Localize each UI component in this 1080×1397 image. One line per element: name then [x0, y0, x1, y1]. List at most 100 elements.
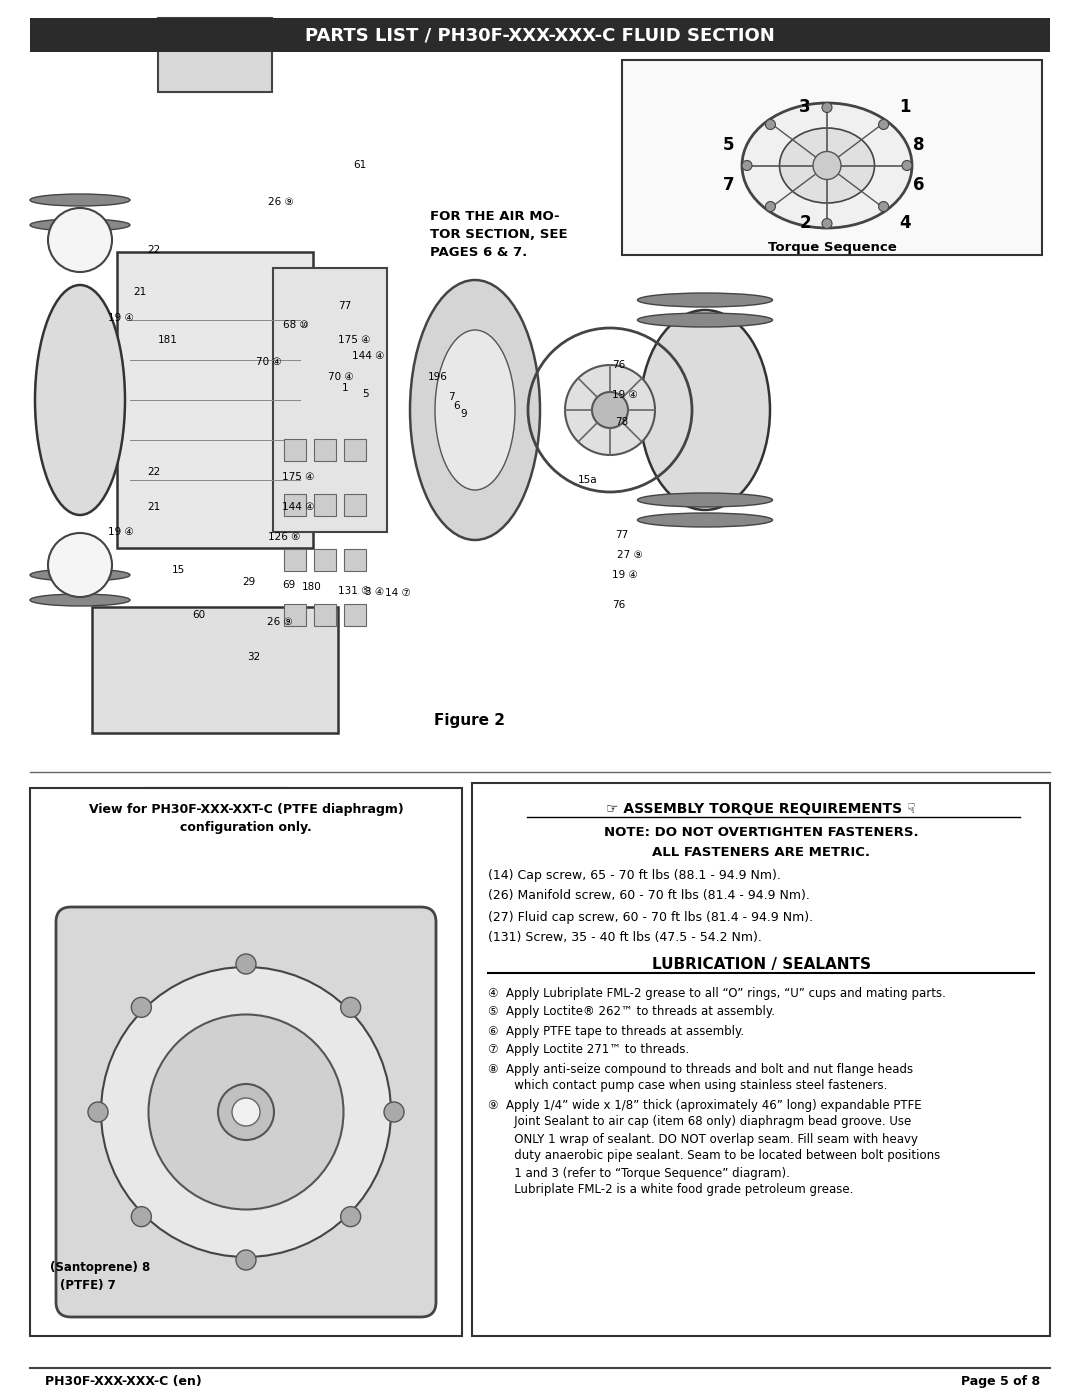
FancyBboxPatch shape	[117, 251, 313, 548]
FancyBboxPatch shape	[56, 907, 436, 1317]
Text: 131 ⑤: 131 ⑤	[338, 585, 370, 597]
Text: Figure 2: Figure 2	[434, 712, 505, 728]
Text: 181: 181	[158, 335, 178, 345]
Text: 8: 8	[914, 137, 924, 155]
Text: ⑥  Apply PTFE tape to threads at assembly.: ⑥ Apply PTFE tape to threads at assembly…	[488, 1024, 744, 1038]
Circle shape	[766, 201, 775, 211]
Text: 32: 32	[247, 652, 260, 662]
Circle shape	[742, 161, 752, 170]
FancyBboxPatch shape	[314, 439, 336, 461]
FancyBboxPatch shape	[143, 788, 287, 872]
Ellipse shape	[102, 967, 391, 1257]
Text: ⑦  Apply Loctite 271™ to threads.: ⑦ Apply Loctite 271™ to threads.	[488, 1044, 689, 1056]
Text: 27 ⑨: 27 ⑨	[617, 550, 643, 560]
Text: NOTE: DO NOT OVERTIGHTEN FASTENERS.: NOTE: DO NOT OVERTIGHTEN FASTENERS.	[604, 827, 918, 840]
FancyBboxPatch shape	[345, 549, 366, 571]
Text: 77: 77	[338, 300, 351, 312]
Text: which contact pump case when using stainless steel fasteners.: which contact pump case when using stain…	[488, 1080, 888, 1092]
FancyBboxPatch shape	[622, 60, 1042, 256]
Text: (26) Manifold screw, 60 - 70 ft lbs (81.4 - 94.9 Nm).: (26) Manifold screw, 60 - 70 ft lbs (81.…	[488, 890, 810, 902]
Ellipse shape	[742, 103, 912, 228]
Text: 19 ④: 19 ④	[108, 527, 134, 536]
Ellipse shape	[637, 513, 772, 527]
Text: ☞ ASSEMBLY TORQUE REQUIREMENTS ☟: ☞ ASSEMBLY TORQUE REQUIREMENTS ☟	[606, 802, 916, 816]
Ellipse shape	[30, 194, 130, 205]
Circle shape	[565, 365, 654, 455]
Text: Joint Sealant to air cap (item 68 only) diaphragm bead groove. Use: Joint Sealant to air cap (item 68 only) …	[488, 1115, 912, 1129]
Text: 144 ④: 144 ④	[352, 351, 384, 360]
Circle shape	[878, 120, 889, 130]
Text: 15: 15	[172, 564, 186, 576]
Circle shape	[132, 1207, 151, 1227]
Circle shape	[822, 218, 832, 229]
FancyBboxPatch shape	[314, 549, 336, 571]
Circle shape	[232, 1098, 260, 1126]
Text: 77: 77	[615, 529, 629, 541]
Text: 19 ④: 19 ④	[108, 313, 134, 323]
Ellipse shape	[149, 1014, 343, 1210]
Text: (131) Screw, 35 - 40 ft lbs (47.5 - 54.2 Nm).: (131) Screw, 35 - 40 ft lbs (47.5 - 54.2…	[488, 932, 761, 944]
Circle shape	[878, 201, 889, 211]
FancyBboxPatch shape	[273, 268, 387, 532]
FancyBboxPatch shape	[284, 495, 306, 515]
Text: PARTS LIST / PH30F-XXX-XXX-C FLUID SECTION: PARTS LIST / PH30F-XXX-XXX-C FLUID SECTI…	[306, 27, 774, 43]
Text: 76: 76	[612, 360, 625, 370]
Text: 14 ⑦: 14 ⑦	[384, 588, 410, 598]
Text: 7: 7	[448, 393, 455, 402]
Ellipse shape	[35, 285, 125, 515]
Text: 15a: 15a	[578, 475, 597, 485]
Text: 60: 60	[192, 610, 205, 620]
Circle shape	[340, 1207, 361, 1227]
Text: ⑤  Apply Loctite® 262™ to threads at assembly.: ⑤ Apply Loctite® 262™ to threads at asse…	[488, 1006, 775, 1018]
Text: FOR THE AIR MO-
TOR SECTION, SEE
PAGES 6 & 7.: FOR THE AIR MO- TOR SECTION, SEE PAGES 6…	[430, 210, 568, 258]
Ellipse shape	[780, 129, 875, 203]
Text: (Santoprene) 8: (Santoprene) 8	[50, 1261, 150, 1274]
Ellipse shape	[640, 310, 770, 510]
Text: Torque Sequence: Torque Sequence	[768, 240, 896, 253]
Text: duty anaerobic pipe sealant. Seam to be located between bolt positions: duty anaerobic pipe sealant. Seam to be …	[488, 1150, 941, 1162]
Text: View for PH30F-XXX-XXT-C (PTFE diaphragm)
configuration only.: View for PH30F-XXX-XXT-C (PTFE diaphragm…	[89, 802, 403, 834]
Circle shape	[384, 1102, 404, 1122]
Circle shape	[87, 1102, 108, 1122]
Circle shape	[813, 151, 841, 179]
Text: 9: 9	[460, 409, 467, 419]
FancyBboxPatch shape	[158, 18, 272, 92]
Text: 1: 1	[342, 383, 349, 393]
Text: 5: 5	[362, 388, 368, 400]
Ellipse shape	[30, 594, 130, 606]
FancyBboxPatch shape	[284, 439, 306, 461]
FancyBboxPatch shape	[30, 788, 462, 1336]
Text: LUBRICATION / SEALANTS: LUBRICATION / SEALANTS	[651, 957, 870, 972]
Circle shape	[592, 393, 627, 427]
Text: ONLY 1 wrap of sealant. DO NOT overlap seam. Fill seam with heavy: ONLY 1 wrap of sealant. DO NOT overlap s…	[488, 1133, 918, 1146]
Text: PH30F-XXX-XXX-C (en): PH30F-XXX-XXX-C (en)	[45, 1376, 202, 1389]
Circle shape	[132, 997, 151, 1017]
Text: 22: 22	[147, 467, 160, 476]
FancyBboxPatch shape	[345, 495, 366, 515]
Text: ⑨  Apply 1/4” wide x 1/8” thick (aproximately 46” long) expandable PTFE: ⑨ Apply 1/4” wide x 1/8” thick (aproxima…	[488, 1098, 921, 1112]
Text: 3: 3	[799, 99, 811, 116]
Text: 180: 180	[302, 583, 322, 592]
Ellipse shape	[30, 219, 130, 231]
FancyBboxPatch shape	[472, 782, 1050, 1336]
Text: 26 ⑨: 26 ⑨	[267, 617, 293, 627]
Text: 69: 69	[282, 580, 295, 590]
Text: 6: 6	[453, 401, 460, 411]
FancyBboxPatch shape	[345, 439, 366, 461]
Ellipse shape	[637, 293, 772, 307]
FancyBboxPatch shape	[92, 608, 338, 733]
Text: 78: 78	[615, 416, 629, 427]
Ellipse shape	[435, 330, 515, 490]
Text: 26 ⑨: 26 ⑨	[268, 197, 294, 207]
Text: 175 ④: 175 ④	[282, 472, 314, 482]
Circle shape	[902, 161, 912, 170]
Ellipse shape	[637, 493, 772, 507]
Circle shape	[218, 1084, 274, 1140]
Text: Lubriplate FML-2 is a white food grade petroleum grease.: Lubriplate FML-2 is a white food grade p…	[488, 1183, 853, 1196]
Text: 70 ④: 70 ④	[256, 358, 282, 367]
Text: 6: 6	[914, 176, 924, 194]
Text: ④  Apply Lubriplate FML-2 grease to all “O” rings, “U” cups and mating parts.: ④ Apply Lubriplate FML-2 grease to all “…	[488, 986, 946, 999]
Ellipse shape	[410, 279, 540, 541]
Circle shape	[237, 1250, 256, 1270]
Text: 19 ④: 19 ④	[612, 390, 638, 400]
